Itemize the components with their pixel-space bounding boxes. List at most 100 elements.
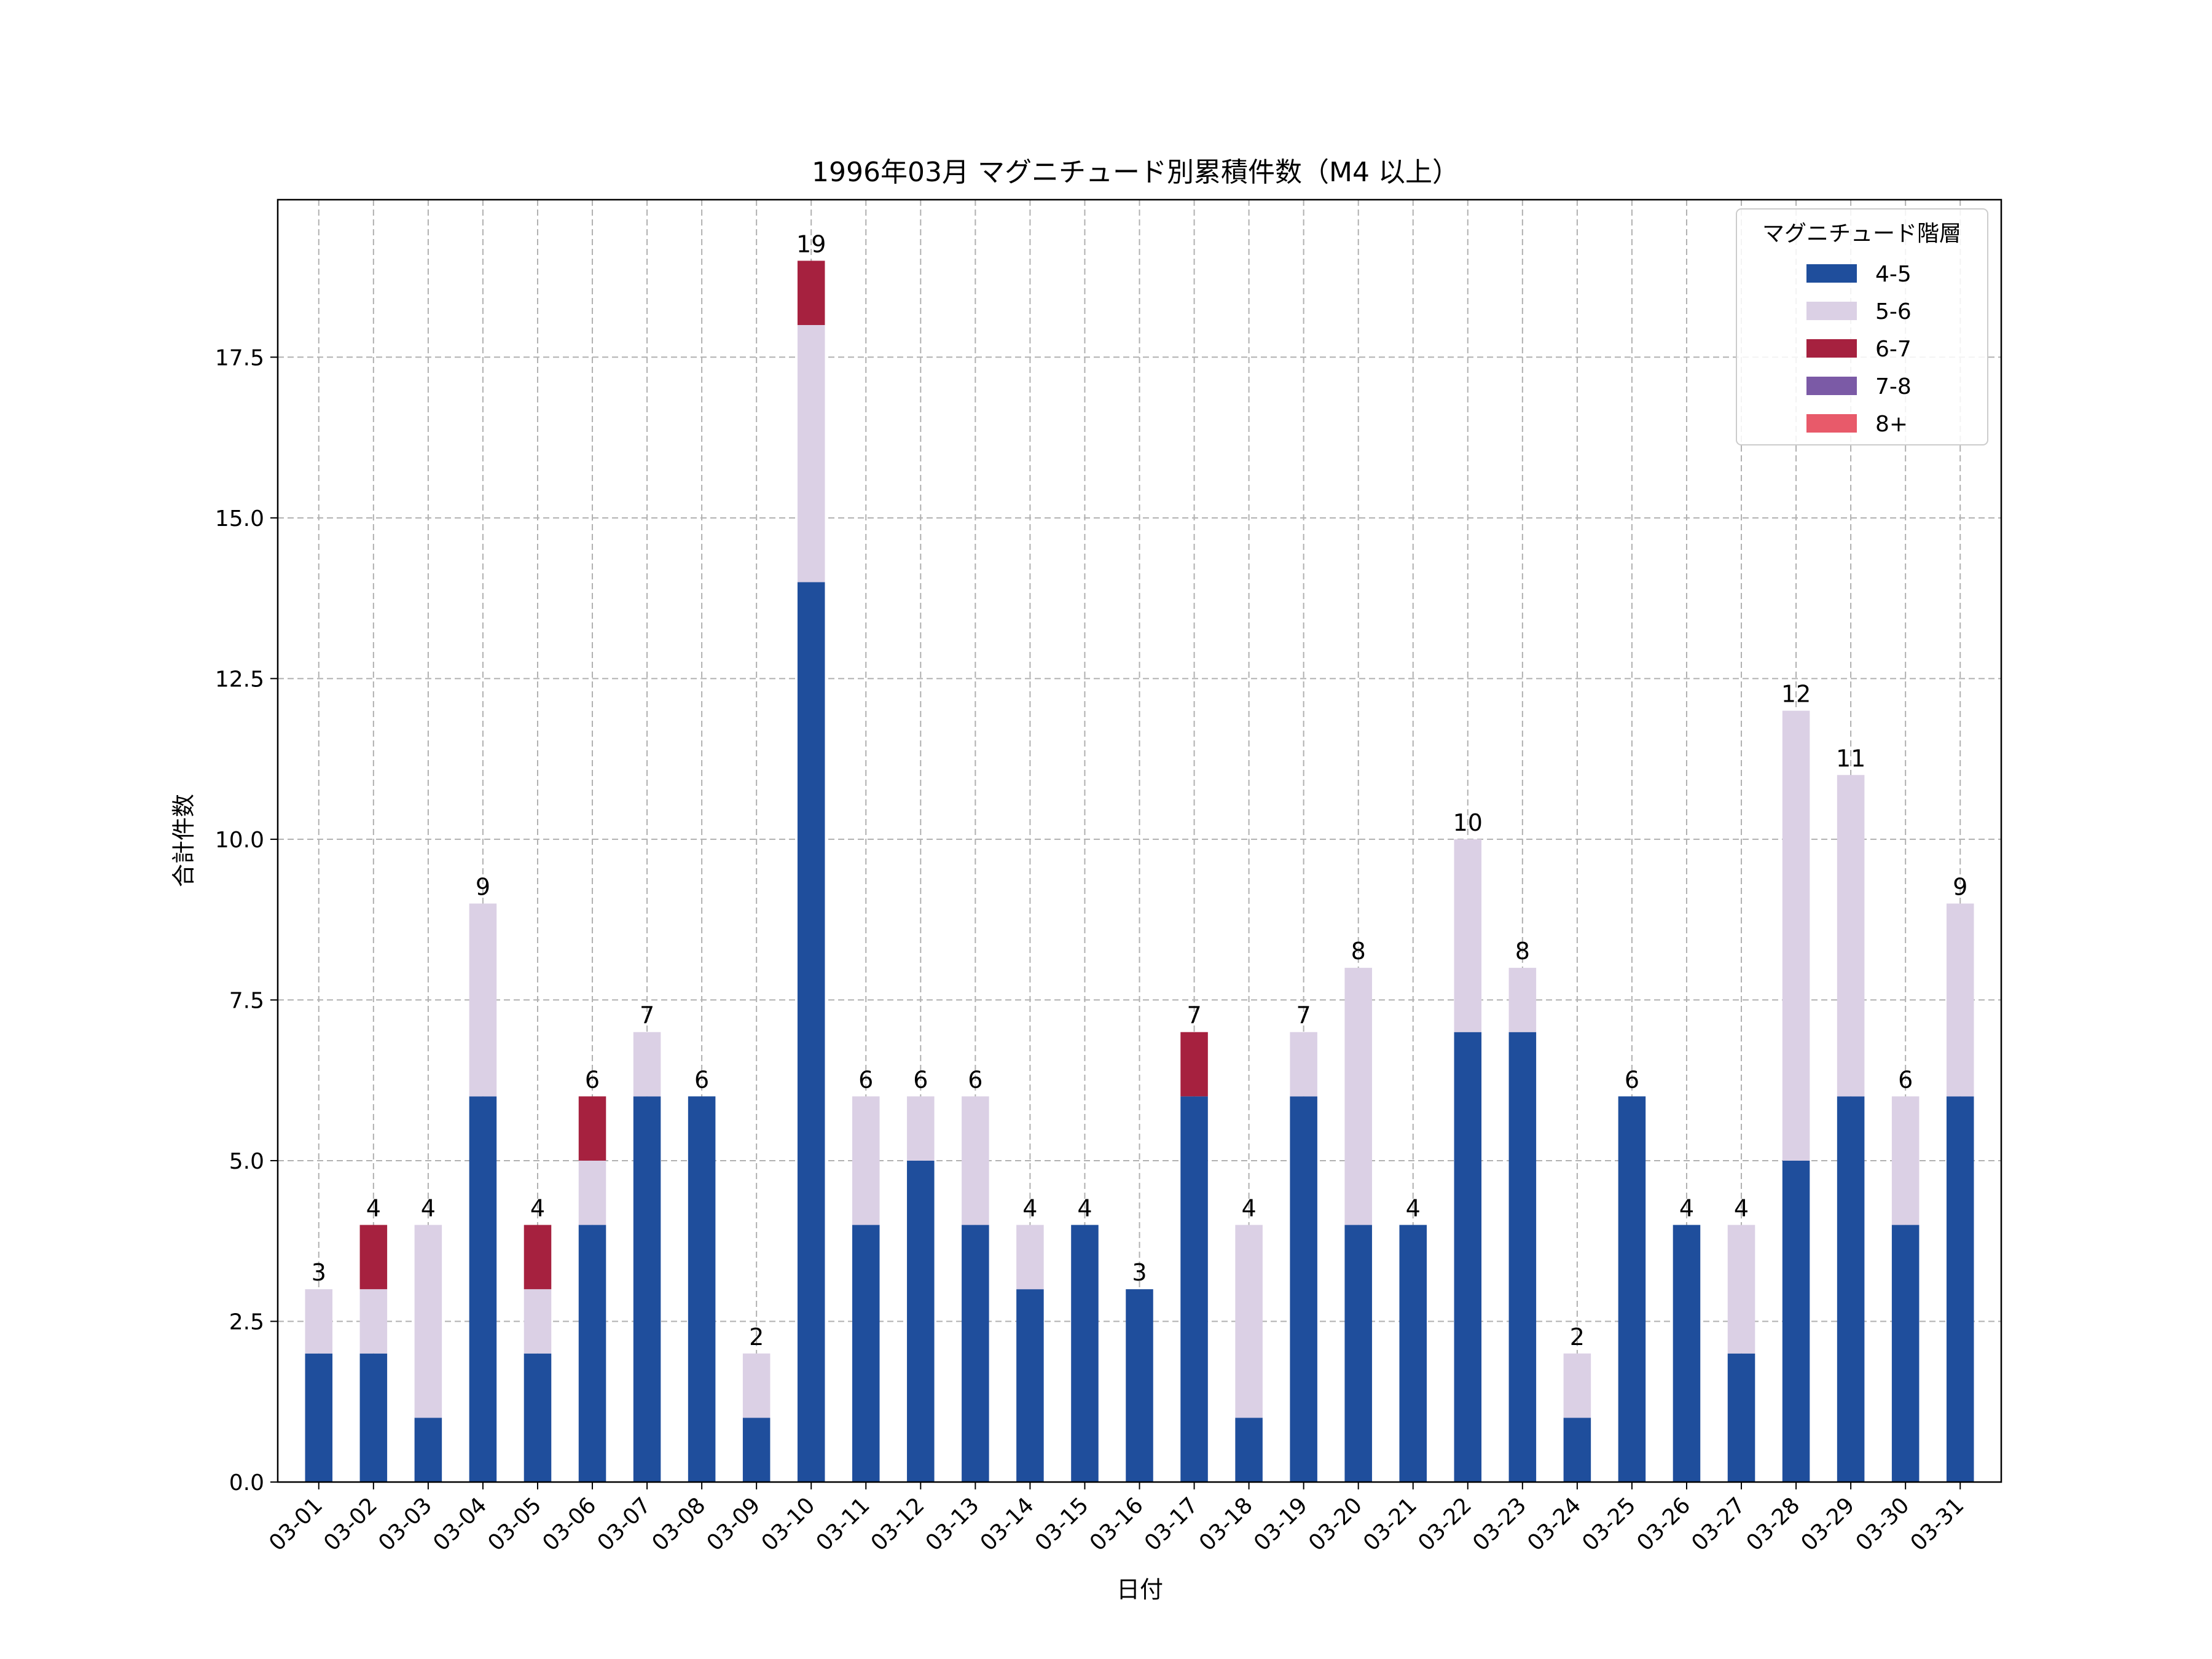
bar-segment-5-6 [359,1289,388,1354]
bar-segment-4-5 [1290,1096,1317,1482]
bar-segment-4-5 [524,1353,552,1482]
bar-total-label: 2 [1570,1324,1585,1351]
legend: マグニチュード階層 4-5 5-6 6-7 7-8 8+ [1736,208,1988,445]
bar-segment-4-5 [633,1096,661,1482]
bar-segment-4-5 [414,1418,442,1482]
bar-segment-4-5 [1399,1225,1427,1482]
legend-label: 6-7 [1875,337,1912,362]
bar-total-label: 7 [640,1002,654,1029]
bar-segment-5-6 [1344,968,1372,1225]
bar-segment-6-7 [578,1096,606,1161]
y-tick-label: 17.5 [215,345,264,371]
legend-label: 8+ [1875,412,1908,437]
bar-segment-4-5 [1126,1289,1153,1482]
y-axis: 0.0 2.5 5.0 7.5 10.0 12.5 15.0 17.5 [215,345,278,1496]
bar-total-label: 4 [1734,1195,1749,1222]
bar-total-label: 8 [1351,938,1366,965]
bar-segment-5-6 [797,324,825,582]
bar-segment-4-5 [1618,1096,1646,1482]
bar-segment-5-6 [633,1032,661,1097]
bar-segment-4-5 [1946,1096,1974,1482]
bar-segment-5-6 [962,1096,989,1225]
bar-segment-4-5 [1673,1225,1701,1482]
bar-total-label: 9 [476,873,490,900]
bar-segment-4-5 [1071,1225,1099,1482]
legend-label: 7-8 [1875,374,1912,399]
bar-segment-4-5 [1508,1032,1537,1482]
y-tick-label: 2.5 [229,1309,264,1335]
bar-segment-4-5 [742,1418,771,1482]
bar-segment-4-5 [469,1096,497,1482]
bars [305,261,1974,1482]
bar-total-label: 6 [858,1066,873,1093]
bar-segment-5-6 [1891,1096,1920,1225]
bar-segment-4-5 [1235,1418,1263,1482]
bar-segment-5-6 [852,1096,880,1225]
y-axis-label: 合計件数 [170,794,197,887]
bar-segment-5-6 [1727,1225,1755,1354]
bar-total-label: 4 [1242,1195,1257,1222]
bar-total-label: 4 [530,1195,545,1222]
y-tick-label: 15.0 [215,506,264,531]
bar-segment-4-5 [1344,1225,1372,1482]
bar-segment-5-6 [1837,775,1865,1097]
legend-label: 4-5 [1875,262,1912,287]
legend-swatch-7-8 [1806,377,1857,395]
bar-segment-4-5 [962,1225,989,1482]
total-labels: 3 4 4 9 4 6 7 6 2 19 6 6 6 4 4 3 7 4 7 8 4 10 8 2 6 4 4 12 11 6 9 [312,230,1968,1350]
bar-total-label: 11 [1836,745,1865,772]
legend-frame [1736,208,1988,445]
y-tick-label: 7.5 [229,988,264,1013]
bar-segment-5-6 [1454,839,1482,1032]
bar-total-label: 6 [913,1066,928,1093]
legend-swatch-5-6 [1806,302,1857,320]
bar-segment-4-5 [305,1353,333,1482]
bar-segment-6-7 [524,1225,552,1290]
bar-total-label: 4 [1022,1195,1037,1222]
y-tick-label: 5.0 [229,1149,264,1174]
legend-swatch-8+ [1806,414,1857,433]
bar-segment-6-7 [359,1225,388,1290]
bar-segment-4-5 [797,582,825,1482]
bar-segment-5-6 [907,1096,935,1161]
bar-segment-5-6 [1782,710,1810,1161]
bar-segment-4-5 [907,1160,935,1482]
bar-segment-5-6 [305,1289,333,1354]
bar-total-label: 3 [312,1259,326,1286]
bar-total-label: 4 [1679,1195,1694,1222]
bar-total-label: 4 [421,1195,436,1222]
legend-swatch-6-7 [1806,339,1857,358]
legend-title: マグニチュード階層 [1762,221,1961,246]
bar-segment-4-5 [1016,1289,1044,1482]
bar-total-label: 7 [1186,1002,1201,1029]
bar-segment-4-5 [688,1096,716,1482]
bar-total-label: 9 [1953,873,1967,900]
legend-label: 5-6 [1875,299,1912,324]
bar-segment-5-6 [1508,968,1537,1032]
bar-segment-4-5 [1727,1353,1755,1482]
bar-total-label: 7 [1296,1002,1311,1029]
bar-segment-4-5 [359,1353,388,1482]
bar-total-label: 6 [1625,1066,1639,1093]
bar-total-label: 6 [694,1066,709,1093]
bar-total-label: 12 [1781,681,1811,708]
bar-total-label: 6 [968,1066,982,1093]
bar-segment-4-5 [578,1225,606,1482]
bar-segment-5-6 [1946,903,1974,1097]
chart-title: 1996年03月 マグニチュード別累積件数（M4 以上） [812,157,1459,188]
bar-segment-4-5 [1563,1418,1591,1482]
bar-segment-5-6 [1016,1225,1044,1290]
legend-swatch-4-5 [1806,264,1857,283]
bar-total-label: 4 [1077,1195,1092,1222]
y-tick-label: 12.5 [215,667,264,692]
bar-segment-5-6 [1235,1225,1263,1418]
bar-segment-5-6 [1563,1353,1591,1418]
bar-segment-4-5 [1782,1160,1810,1482]
bar-segment-5-6 [524,1289,552,1354]
bar-segment-5-6 [578,1160,606,1225]
bar-total-label: 10 [1453,809,1483,836]
bar-total-label: 3 [1132,1259,1147,1286]
y-tick-label: 0.0 [229,1470,264,1496]
bar-segment-6-7 [1180,1032,1208,1097]
y-tick-label: 10.0 [215,828,264,853]
